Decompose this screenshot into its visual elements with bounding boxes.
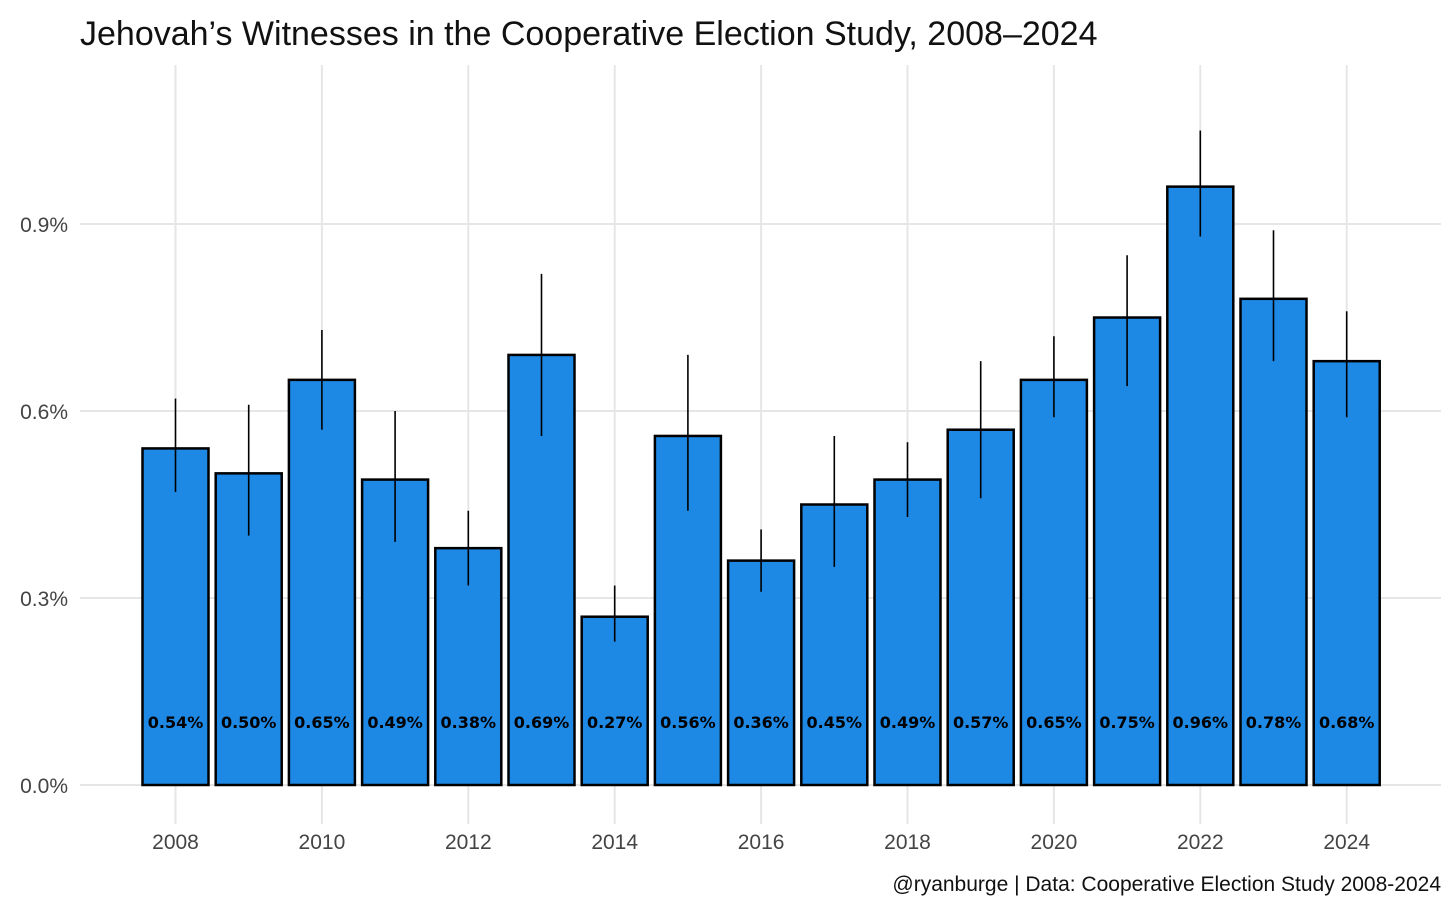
bar-2013 (507, 353, 576, 787)
data-label-2020: 0.65% (1026, 713, 1082, 732)
error-bars (174, 130, 1348, 642)
bar-2024 (1312, 359, 1381, 787)
chart-title: Jehovah’s Witnesses in the Cooperative E… (80, 15, 1098, 53)
bar-2018 (873, 478, 942, 787)
x-tick-label: 2020 (1031, 831, 1078, 854)
data-label-2008: 0.54% (148, 713, 204, 732)
data-labels: 0.54% 0.50% 0.65% 0.49% 0.38% 0.69% 0.27% 0.56%… (148, 713, 1375, 732)
bar-2020 (1019, 378, 1089, 787)
data-label-2022: 0.96% (1173, 713, 1229, 732)
data-label-2024: 0.68% (1319, 713, 1375, 732)
bar-2017 (800, 503, 869, 787)
data-label-2016: 0.36% (733, 713, 789, 732)
bar-2010 (287, 378, 357, 787)
x-tick-label: 2024 (1323, 831, 1370, 854)
x-tick-label: 2014 (591, 831, 638, 854)
data-label-2012: 0.38% (441, 713, 497, 732)
y-tick-label: 0.6% (20, 401, 68, 424)
y-tick-label: 0.3% (20, 588, 68, 611)
bar-2012 (434, 546, 503, 787)
x-tick-label: 2018 (884, 831, 931, 854)
data-label-2019: 0.57% (953, 713, 1009, 732)
bar-2021 (1092, 316, 1162, 787)
data-label-2015: 0.56% (660, 713, 716, 732)
bar-2009 (214, 472, 283, 787)
data-label-2011: 0.49% (367, 713, 423, 732)
y-axis-ticks: 0.0% 0.3% 0.6% 0.9% (20, 214, 68, 798)
y-tick-label: 0.0% (20, 775, 68, 798)
data-label-2023: 0.78% (1246, 713, 1302, 732)
chart-caption: @ryanburge | Data: Cooperative Election … (892, 873, 1441, 896)
data-label-2021: 0.75% (1099, 713, 1155, 732)
x-tick-label: 2022 (1177, 831, 1224, 854)
x-tick-label: 2012 (445, 831, 492, 854)
data-label-2018: 0.49% (880, 713, 936, 732)
bar-2014 (580, 615, 649, 787)
bars (141, 185, 1381, 787)
x-tick-label: 2016 (738, 831, 785, 854)
data-label-2013: 0.69% (514, 713, 570, 732)
x-tick-label: 2010 (299, 831, 346, 854)
data-label-2010: 0.65% (294, 713, 350, 732)
bar-2016 (726, 559, 796, 787)
x-tick-label: 2008 (152, 831, 199, 854)
x-axis-ticks: 2008 2010 2012 2014 2016 2018 2020 2022 2024 (152, 831, 1370, 854)
data-label-2009: 0.50% (221, 713, 277, 732)
bar-2008 (141, 447, 210, 787)
y-tick-label: 0.9% (20, 214, 68, 237)
data-label-2014: 0.27% (587, 713, 643, 732)
bar-2023 (1239, 297, 1308, 787)
bar-2022 (1166, 185, 1235, 787)
data-label-2017: 0.45% (807, 713, 863, 732)
